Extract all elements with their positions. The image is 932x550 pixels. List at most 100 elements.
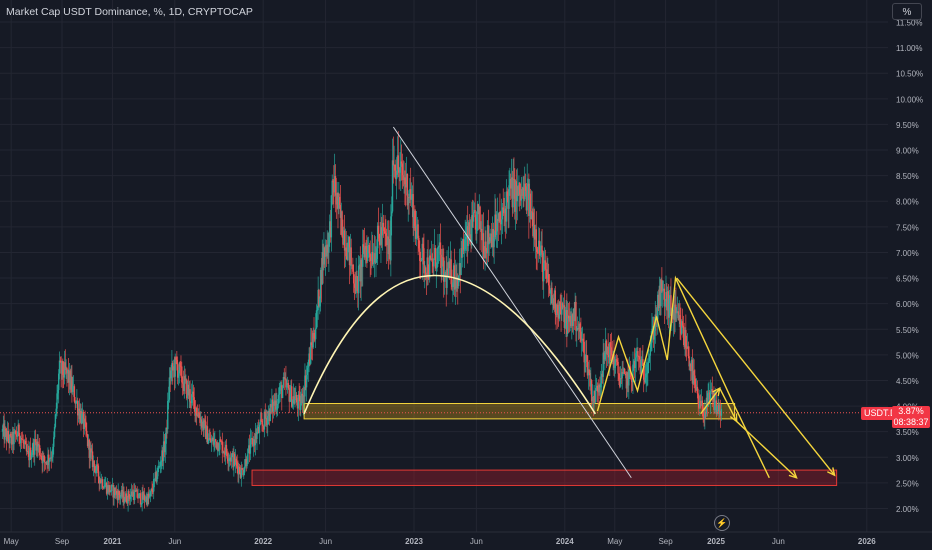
candle-body [672,309,675,320]
candle-body [416,224,419,232]
candle-body [604,340,607,353]
candle-body [666,291,669,311]
candle-body [500,219,503,225]
candle-body [616,359,618,362]
candle-body [147,493,149,505]
candle-body [318,289,320,307]
candle-body [138,493,141,494]
candle-body [214,439,217,442]
candle-body [301,393,304,404]
candle-body [347,242,349,261]
candle-body [55,408,57,415]
candle-body [247,448,249,464]
candle-body [549,289,552,294]
candle-body [277,394,280,404]
candle-body [367,245,369,262]
lightning-icon[interactable]: ⚡ [714,515,730,531]
candle-body [194,400,196,416]
candle-body [191,391,194,395]
candle-body [646,373,648,375]
candle-body [232,453,234,468]
candle-body [472,212,475,222]
candle-body [314,328,317,340]
candle-body [595,387,597,403]
candle-body [56,393,58,409]
candle-body [371,251,374,265]
candle-body [195,407,197,416]
candle-body [15,434,18,437]
candle-body [76,400,78,402]
candle-body [77,408,80,416]
candle-body [100,479,102,483]
candle-body [120,489,123,496]
candle-body [482,233,485,254]
candle-body [541,245,543,253]
candle-body [143,494,145,500]
candle-body [405,173,408,188]
candle-body [473,209,476,213]
candle-body [39,455,42,457]
candle-body [400,161,403,164]
candle-body [256,431,258,439]
candle-body [414,210,416,226]
candle-body [402,175,404,181]
candle-body [507,196,509,209]
candle-body [76,400,79,416]
y-tick-label: 9.00% [896,147,919,156]
candle-body [349,247,352,266]
candle-body [572,308,575,327]
candle-body [213,440,215,445]
candle-body [354,287,357,294]
candle-body [633,361,636,369]
candle-body [583,341,585,363]
candle-body [624,373,627,376]
candle-body [290,386,292,397]
rounded-top-arc [303,274,597,415]
candle-body [603,352,605,360]
candle-body [677,311,680,321]
candle-body [576,330,578,332]
candle-body [566,315,569,334]
candle-body [346,256,348,261]
candle-body [154,472,157,479]
candle-body [690,359,693,371]
candle-body [458,263,461,276]
candle-body [205,426,208,439]
candle-body [555,313,557,316]
big-downtrend-arrow-head [827,467,836,477]
candle-body [96,464,99,466]
candle-body [312,332,314,348]
candle-body [639,359,642,375]
candle-body [14,430,16,433]
candle-body [575,301,577,331]
candle-body [305,375,307,388]
candle-body [165,427,167,444]
candle-body [119,495,122,498]
candle-body [359,264,361,282]
candle-body [636,351,638,354]
candle-body [532,212,534,237]
candle-body [62,375,65,378]
candle-body [568,318,571,322]
candle-body [13,432,15,445]
candle-body [330,195,333,238]
candle-body [134,490,137,492]
candle-body [412,194,414,228]
unit-toggle-button[interactable]: % [892,3,922,20]
candle-body [286,385,288,388]
x-tick-label: May [4,537,19,546]
candle-body [438,242,441,246]
candle-body [652,325,655,340]
candle-body [403,177,405,181]
candle-body [341,211,343,237]
candle-body [452,265,455,283]
candle-body [652,325,654,329]
lower-demand-zone [251,469,838,486]
candle-body [597,391,599,393]
candle-body [476,211,478,234]
x-tick-label: May [607,537,622,546]
candle-body [505,208,507,222]
candle-body [210,438,212,443]
candle-body [280,385,282,387]
